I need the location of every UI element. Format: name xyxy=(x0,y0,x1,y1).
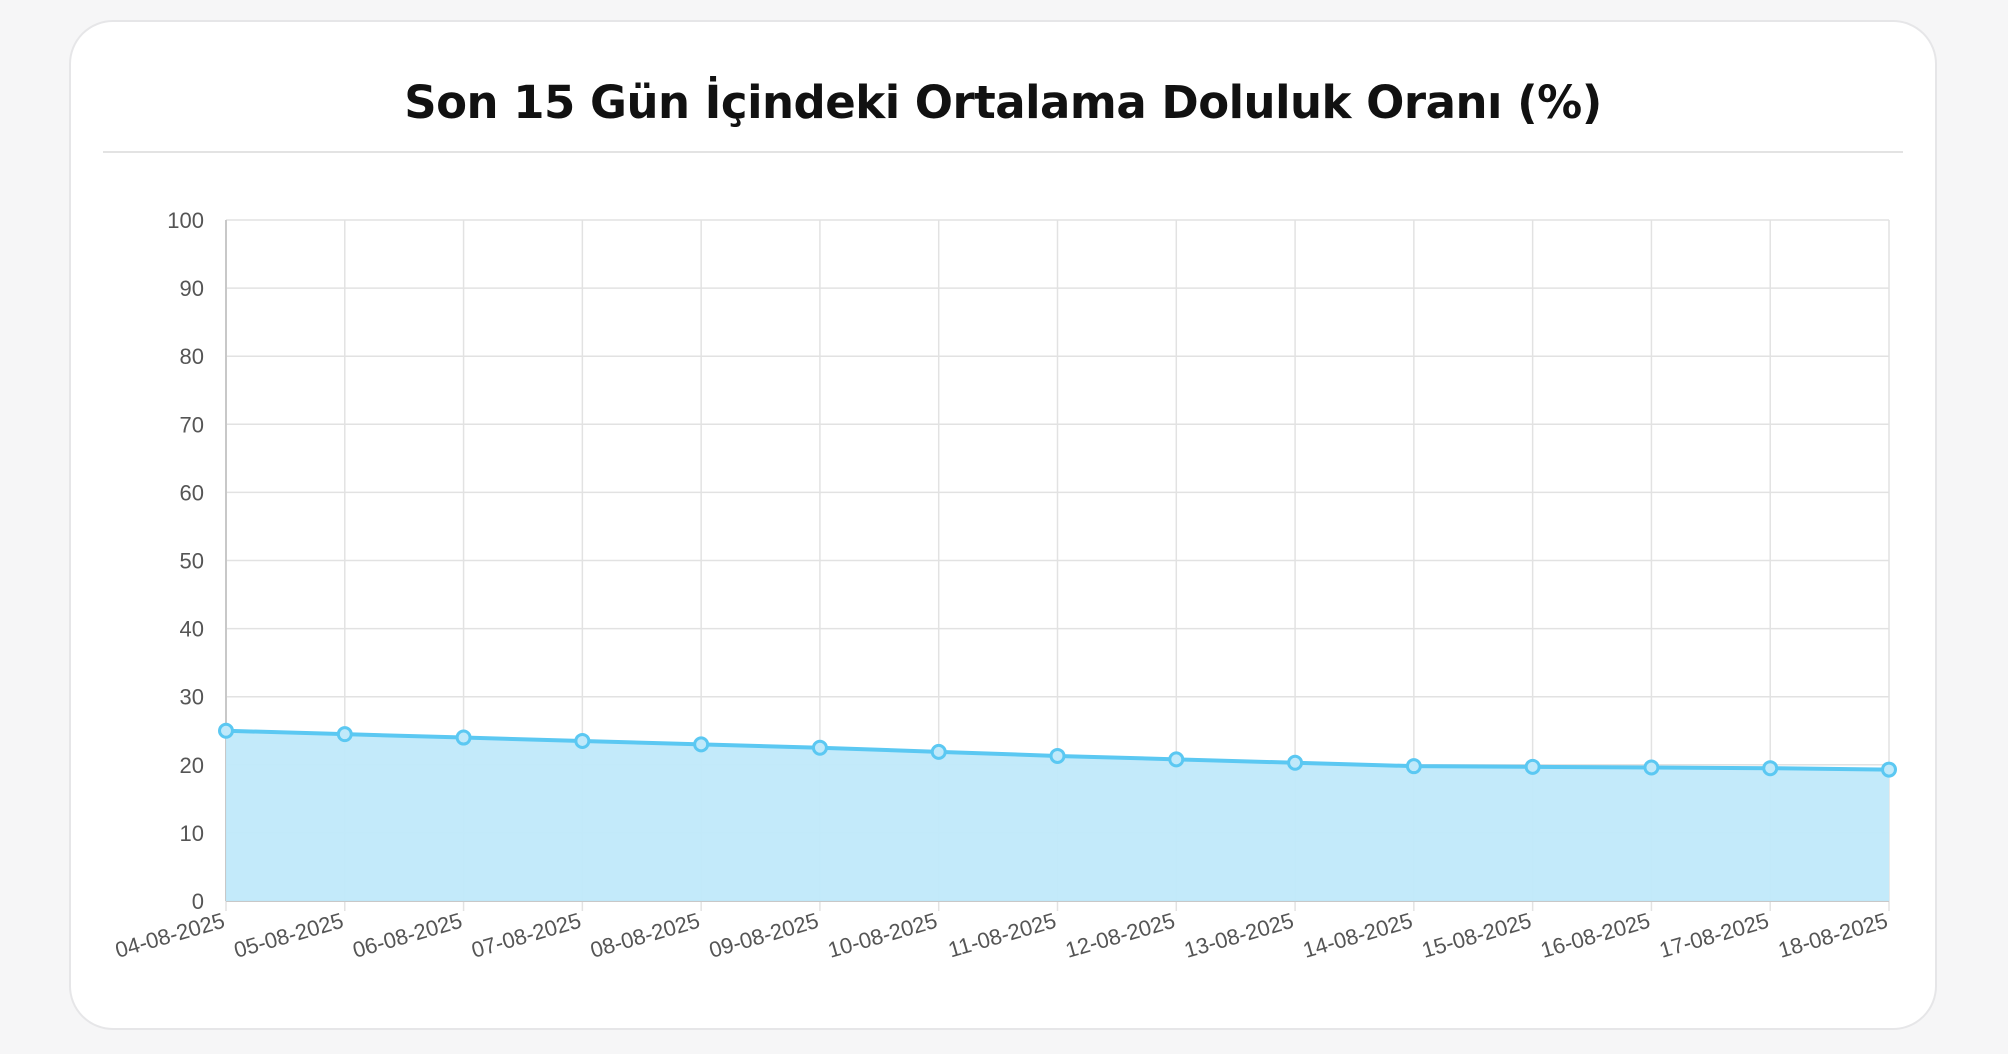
x-tick-label: 10-08-2025 xyxy=(825,908,940,963)
x-tick-label: 12-08-2025 xyxy=(1063,908,1178,963)
data-point xyxy=(811,739,828,756)
x-tick-label: 13-08-2025 xyxy=(1181,908,1296,963)
x-tick-label: 04-08-2025 xyxy=(112,908,227,963)
title-divider xyxy=(103,151,1903,153)
data-point xyxy=(693,736,710,753)
x-tick-label: 11-08-2025 xyxy=(945,908,1059,963)
x-tick-label: 08-08-2025 xyxy=(587,908,702,963)
x-tick-label: 18-08-2025 xyxy=(1775,908,1890,963)
data-point xyxy=(1524,758,1541,775)
x-tick-label: 09-08-2025 xyxy=(706,908,821,963)
y-tick-label: 100 xyxy=(167,208,204,233)
data-point xyxy=(218,722,234,739)
data-point xyxy=(455,729,472,746)
data-point xyxy=(1168,751,1185,768)
y-tick-label: 50 xyxy=(180,549,204,574)
data-point xyxy=(574,732,591,749)
y-tick-label: 80 xyxy=(180,344,204,369)
y-tick-label: 30 xyxy=(180,685,204,710)
data-point xyxy=(930,743,947,760)
data-point xyxy=(1405,758,1422,775)
data-point xyxy=(1643,759,1660,776)
y-tick-label: 10 xyxy=(180,821,204,846)
x-tick-label: 17-08-2025 xyxy=(1657,908,1772,963)
y-tick-label: 0 xyxy=(192,889,204,914)
y-tick-label: 70 xyxy=(180,412,204,437)
series-area xyxy=(226,730,1889,901)
x-tick-label: 06-08-2025 xyxy=(350,908,465,963)
x-tick-label: 14-08-2025 xyxy=(1300,908,1415,963)
x-tick-label: 15-08-2025 xyxy=(1419,908,1534,963)
y-tick-label: 20 xyxy=(180,753,204,778)
x-tick-label: 05-08-2025 xyxy=(231,908,346,963)
y-tick-label: 90 xyxy=(180,276,204,301)
y-tick-label: 60 xyxy=(180,480,204,505)
chart-title: Son 15 Gün İçindeki Ortalama Doluluk Ora… xyxy=(404,76,1602,129)
data-point xyxy=(1049,747,1066,764)
y-tick-label: 40 xyxy=(180,617,204,642)
data-point xyxy=(1287,754,1304,771)
x-tick-label: 07-08-2025 xyxy=(469,908,584,963)
x-tick-label: 16-08-2025 xyxy=(1538,908,1653,963)
data-point xyxy=(1881,761,1897,778)
data-point xyxy=(336,726,353,743)
data-point xyxy=(1762,760,1779,777)
